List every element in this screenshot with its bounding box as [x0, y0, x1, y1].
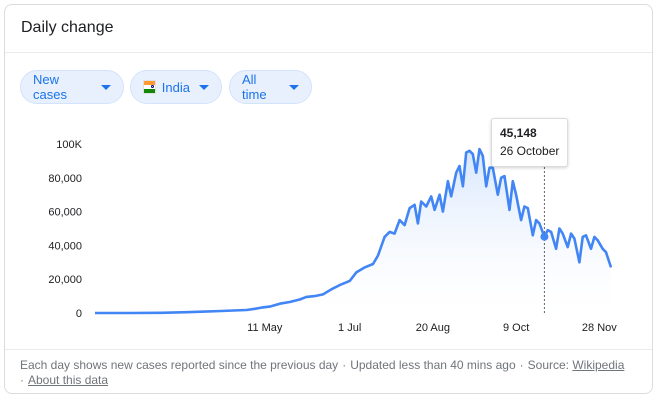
card-title: Daily change [21, 19, 114, 36]
caret-down-icon [101, 84, 111, 90]
y-tick-label: 40,000 [48, 240, 82, 252]
x-axis-ticks: 11 May 1 Jul 20 Aug 9 Oct 28 Nov [247, 322, 617, 334]
y-tick-label: 20,000 [48, 274, 82, 286]
y-tick-label: 100K [56, 139, 82, 151]
y-tick-label: 80,000 [48, 173, 82, 185]
tooltip-value: 45,148 [500, 126, 537, 140]
india-flag-icon [143, 80, 156, 94]
daily-change-card: Daily change New cases India All time [4, 4, 653, 394]
source-link[interactable]: Wikipedia [572, 358, 625, 372]
x-tick-label: 11 May [247, 322, 283, 334]
chart-tooltip: 45,148 26 October [491, 118, 569, 167]
footer-description: Each day shows new cases reported since … [20, 358, 339, 372]
range-dropdown[interactable]: All time [229, 70, 312, 104]
daily-cases-chart[interactable]: 0 20,000 40,000 60,000 80,000 100K 11 May 1 Ju… [5, 5, 653, 345]
range-dropdown-label: All time [242, 72, 267, 102]
footer-separator: · [20, 373, 24, 387]
card-footer: Each day shows new cases reported since … [20, 358, 640, 388]
cases-line [95, 147, 613, 315]
caret-down-icon [199, 84, 209, 90]
location-dropdown-label: India [161, 79, 190, 95]
metric-dropdown[interactable]: New cases [20, 70, 124, 104]
about-data-link[interactable]: About this data [28, 373, 109, 387]
footer-divider [5, 349, 652, 350]
caret-down-icon [289, 84, 299, 90]
x-tick-label: 20 Aug [416, 322, 450, 334]
y-tick-label: 0 [76, 308, 82, 320]
footer-separator: · [519, 358, 524, 372]
y-axis-ticks: 0 20,000 40,000 60,000 80,000 100K [48, 139, 82, 320]
title-divider [5, 52, 652, 53]
x-tick-label: 9 Oct [503, 322, 529, 334]
cases-area [95, 149, 611, 313]
x-tick-label: 1 Jul [338, 322, 361, 334]
hover-point [540, 232, 549, 241]
footer-updated: Updated less than 40 mins ago [350, 358, 516, 372]
location-dropdown[interactable]: India [130, 70, 222, 104]
metric-dropdown-label: New cases [33, 72, 67, 102]
footer-separator: · [342, 358, 347, 372]
tooltip-date: 26 October [500, 144, 560, 158]
y-tick-label: 60,000 [48, 207, 82, 219]
footer-source-label: Source: [527, 358, 569, 372]
x-tick-label: 28 Nov [582, 322, 617, 334]
